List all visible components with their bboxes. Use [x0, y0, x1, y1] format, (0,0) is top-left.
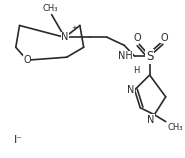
Text: NH: NH [118, 51, 133, 61]
Text: +: + [71, 25, 77, 31]
Text: CH₃: CH₃ [42, 4, 58, 13]
Text: O: O [23, 55, 31, 65]
Text: S: S [146, 50, 153, 63]
Text: CH₃: CH₃ [167, 123, 183, 132]
Text: O: O [161, 33, 168, 43]
Text: N: N [147, 115, 154, 125]
Text: H: H [133, 66, 139, 75]
Text: N: N [61, 32, 68, 42]
Text: O: O [134, 33, 141, 43]
Text: N: N [127, 85, 134, 95]
Text: I⁻: I⁻ [14, 135, 23, 145]
